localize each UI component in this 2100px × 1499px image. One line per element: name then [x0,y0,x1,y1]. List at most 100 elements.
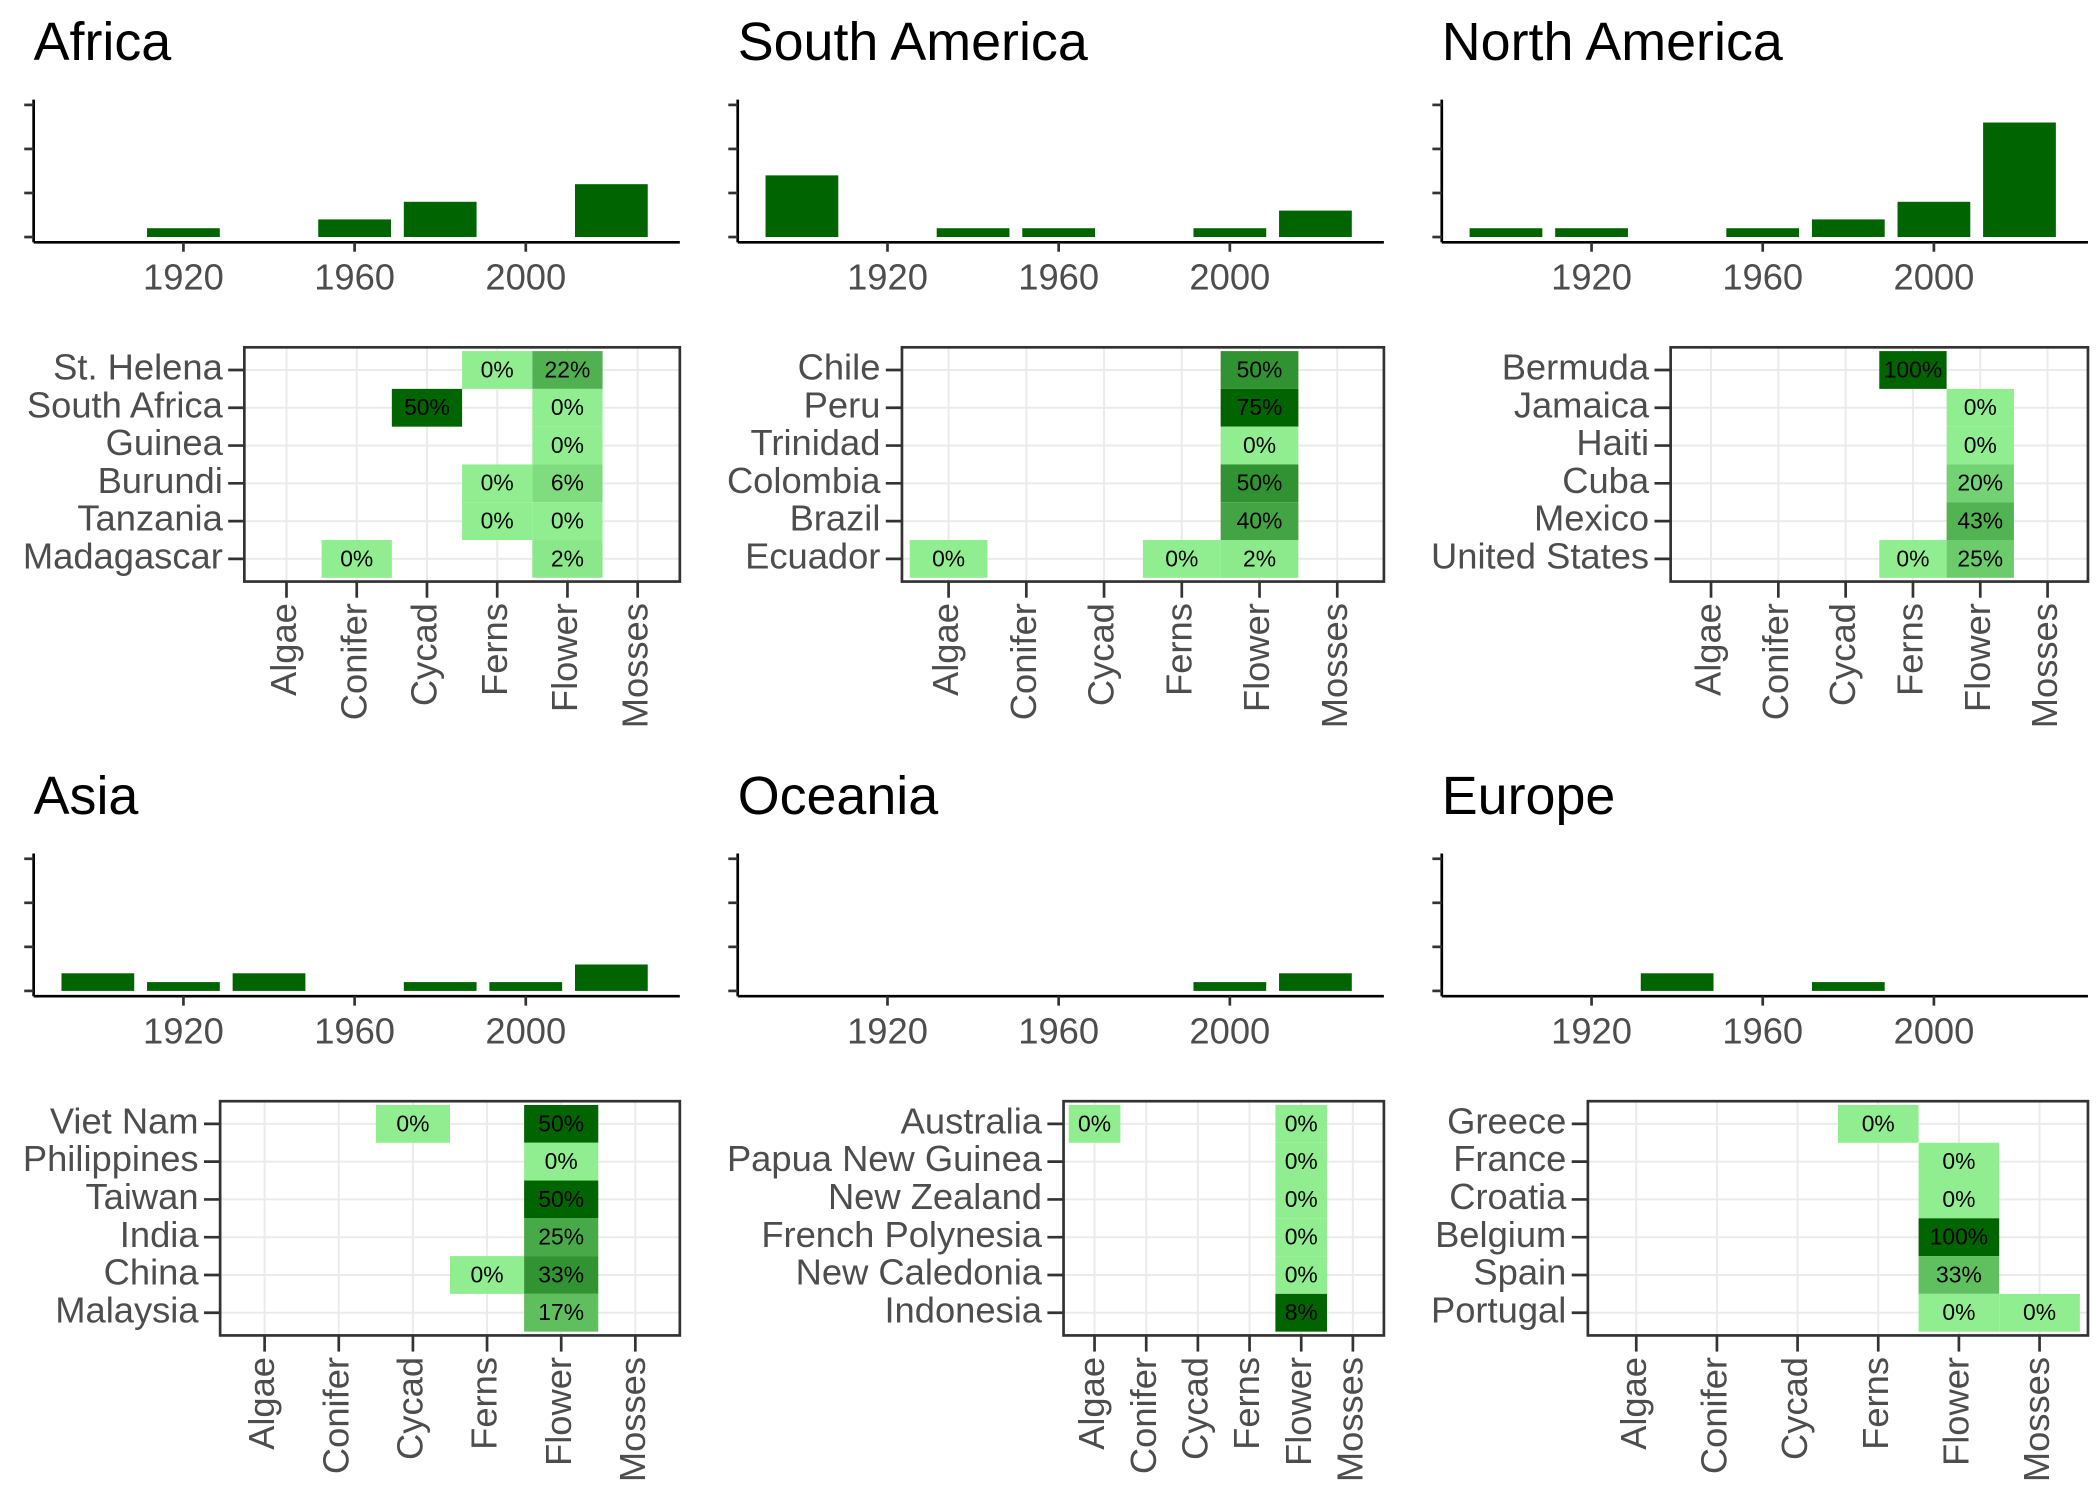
bar [1022,228,1096,238]
cell-label: 0% [1942,1299,1975,1325]
y-tick-label: China [104,1252,200,1293]
cell-label: 0% [545,1148,578,1174]
heat-cell [1879,539,1947,578]
heat-cell [1918,1256,2000,1294]
bar [1726,228,1800,238]
x-tick-label: Ferns [1855,1357,1896,1450]
x-tick-label: 1920 [1551,1010,1632,1051]
x-tick-label: Cycad [1174,1357,1215,1460]
heat-cell [375,1104,450,1143]
heat-cell [1837,1104,1919,1143]
chart-grid: Africa 1920 1960 2000 0% 22% 50% 0% 0% 0% 6% 0% 0% 0%… [23,12,2090,1482]
x-tick-label: Ferns [1158,603,1199,696]
x-tick-label: 2000 [485,257,566,298]
heat-cell [1918,1218,2000,1257]
x-tick-label: Algae [1071,1357,1112,1450]
x-tick-label: Cycad [404,603,445,706]
cell-label: 8% [1285,1299,1318,1325]
cell-label: 0% [1964,394,1997,420]
cell-label: 0% [481,508,514,534]
cell-label: 40% [1237,508,1283,534]
x-tick-label: 1920 [143,257,224,298]
heat-cell [1275,1256,1328,1294]
x-tick-label: 1960 [314,257,395,298]
bar [1897,201,1971,238]
bar [1279,973,1352,991]
cell-label: 50% [538,1186,584,1212]
heat-cell [532,464,603,503]
y-tick-label: Brazil [790,498,881,539]
heat-cell [462,464,533,503]
y-tick-label: South Africa [27,384,224,425]
y-tick-label: Chile [798,347,881,388]
x-tick-label: 1960 [1722,1010,1803,1051]
bar [1469,228,1543,238]
cell-label: 50% [1237,356,1283,382]
y-tick-label: Papua New Guinea [727,1138,1043,1179]
x-tick-label: Mosses [612,1357,653,1482]
cell-label: 0% [481,356,514,382]
cell-label: 0% [481,470,514,496]
heat-cell [1946,502,2014,540]
cell-label: 2% [1243,545,1276,571]
cell-label: 0% [1942,1148,1975,1174]
cell-label: 0% [340,545,373,571]
cell-label: 22% [545,356,591,382]
heat-cell [1220,539,1299,578]
x-tick-label: Mosses [2024,603,2065,728]
y-tick-label: St. Helena [53,347,223,388]
x-tick-label: Conifer [315,1357,356,1474]
cell-label: 50% [538,1110,584,1136]
cell-label: 43% [1957,508,2003,534]
x-tick-label: Cycad [390,1357,431,1460]
x-tick-label: Algae [1688,603,1729,696]
cell-label: 100% [1884,356,1943,382]
plot-border [1062,1099,1386,1337]
x-tick-label: Ferns [1226,1357,1267,1450]
y-tick-label: United States [1431,535,1649,576]
panel-title: North America [1442,12,1783,72]
heat-cell [524,1104,599,1143]
y-tick-label: Jamaica [1514,384,1650,425]
x-tick-label: 1960 [1722,257,1803,298]
y-tick-label: Mexico [1534,498,1649,539]
plot-border [900,345,1386,583]
panel-title: Oceania [738,766,939,826]
cell-label: 75% [1237,394,1283,420]
y-tick-label: Portugal [1431,1289,1566,1330]
cell-label: 0% [1285,1148,1318,1174]
x-tick-label: 2000 [1189,1010,1270,1051]
x-tick-label: Conifer [1123,1357,1164,1474]
panel-title: Africa [34,12,172,72]
x-tick-label: 1960 [314,1010,395,1051]
panel-title: Asia [34,766,139,826]
heat-cell [1220,464,1299,503]
heat-cell [1999,1293,2080,1332]
y-tick-label: Tanzania [77,498,223,539]
heat-cell [1220,388,1299,427]
x-tick-label: Conifer [333,603,374,720]
cell-label: 0% [1078,1110,1111,1136]
cell-label: 0% [1942,1186,1975,1212]
x-tick-label: Cycad [1822,603,1863,706]
cell-label: 0% [396,1110,429,1136]
cell-label: 33% [1936,1261,1982,1287]
bar [1193,228,1267,238]
cell-label: 0% [551,508,584,534]
x-tick-label: Mosses [1329,1357,1370,1482]
heat-cell [462,351,533,389]
cell-label: 0% [1165,545,1198,571]
cell-label: 0% [1285,1224,1318,1250]
x-tick-label: Mosses [2016,1357,2057,1482]
heat-cell [1275,1104,1328,1143]
heat-cell [909,539,988,578]
heat-cell [524,1218,599,1257]
cell-label: 0% [1285,1110,1318,1136]
heat-cell [1142,539,1221,578]
cell-label: 0% [551,432,584,458]
heat-cell [524,1256,599,1294]
heat-cell [532,388,603,427]
heat-cell [391,388,463,427]
y-tick-label: Indonesia [884,1289,1042,1330]
cell-label: 0% [471,1261,504,1287]
